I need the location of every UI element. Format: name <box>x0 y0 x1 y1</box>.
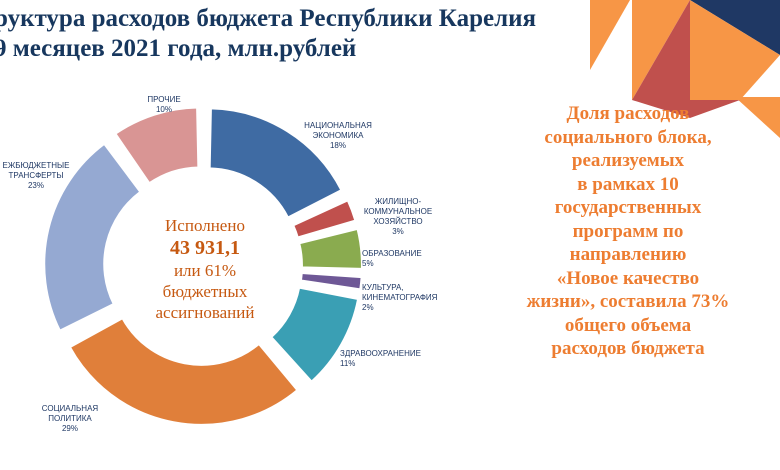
donut-slice <box>68 316 299 426</box>
page-title: руктура расходов бюджета Республики Каре… <box>0 4 536 64</box>
slice-percent-label: 11% <box>340 359 355 368</box>
slice-label: ЕЖБЮДЖЕТНЫЕ ТРАНСФЕРТЫ 23% <box>3 161 70 190</box>
donut-slice <box>208 107 343 219</box>
title-line-1: руктура расходов бюджета Республики Каре… <box>0 5 537 32</box>
slice-category-label: КИНЕМАТОГРАФИЯ <box>362 293 438 302</box>
slice-percent-label: 10% <box>156 105 172 114</box>
slice-category-label: ЭКОНОМИКА <box>313 131 365 140</box>
slice-category-label: КУЛЬТУРА, <box>362 283 404 292</box>
center-line-1: Исполнено <box>165 216 245 235</box>
slice-category-label: ЕЖБЮДЖЕТНЫЕ <box>3 161 70 170</box>
slice-label: ПРОЧИЕ 10% <box>147 95 180 114</box>
donut-slice <box>298 227 363 270</box>
social-block-summary: Доля расходов социального блока, реализу… <box>526 103 730 359</box>
slice-category-label: СОЦИАЛЬНАЯ <box>42 404 99 413</box>
slice-category-label: ПРОЧИЕ <box>147 95 180 104</box>
slice-percent-label: 29% <box>62 424 78 433</box>
donut-center-text: Исполнено 43 931,1 или 61% бюджетных асс… <box>130 215 280 323</box>
slice-label: КУЛЬТУРА, КИНЕМАТОГРАФИЯ 2% <box>362 283 438 312</box>
slice-percent-label: 5% <box>362 259 374 268</box>
slice-percent-label: 18% <box>330 141 346 150</box>
slice-label: НАЦИОНАЛЬНАЯ ЭКОНОМИКА 18% <box>304 121 372 150</box>
slice-percent-label: 23% <box>28 181 44 190</box>
slice-category-label: КОММУНАЛЬНОЕ <box>364 207 432 216</box>
slice-category-label: ТРАНСФЕРТЫ <box>9 171 64 180</box>
slice-category-label: ЖИЛИЩНО- <box>375 197 422 206</box>
slice-category-label: ЗДРАВООХРАНЕНИЕ <box>340 349 421 358</box>
center-line-3: или 61% <box>173 261 237 280</box>
slice-label: ЖИЛИЩНО-КОММУНАЛЬНОЕ ХОЗЯЙСТВО 3% <box>364 197 432 236</box>
slice-category-label: ПОЛИТИКА <box>48 414 92 423</box>
donut-slice <box>269 286 360 383</box>
donut-slice <box>114 106 200 185</box>
slice-label: СОЦИАЛЬНАЯ ПОЛИТИКА 29% <box>42 404 99 433</box>
slice-percent-label: 3% <box>392 227 404 236</box>
slice-category-label: ОБРАЗОВАНИЕ <box>362 249 422 258</box>
center-value: 43 931,1 <box>170 237 240 259</box>
slice-percent-label: 2% <box>362 303 374 312</box>
center-line-4: бюджетных <box>162 282 248 301</box>
title-line-2: 9 месяцев 2021 года, млн.рублей <box>0 35 357 62</box>
donut-slice <box>291 198 357 239</box>
slice-category-label: ХОЗЯЙСТВО <box>373 217 422 226</box>
slice-category-label: НАЦИОНАЛЬНАЯ <box>304 121 372 130</box>
slice-label: ЗДРАВООХРАНЕНИЕ 11% <box>340 349 421 368</box>
donut-slice <box>43 142 142 333</box>
slice-label: ОБРАЗОВАНИЕ 5% <box>362 249 422 268</box>
donut-slice <box>299 271 363 291</box>
center-line-5: ассигнований <box>155 303 255 322</box>
